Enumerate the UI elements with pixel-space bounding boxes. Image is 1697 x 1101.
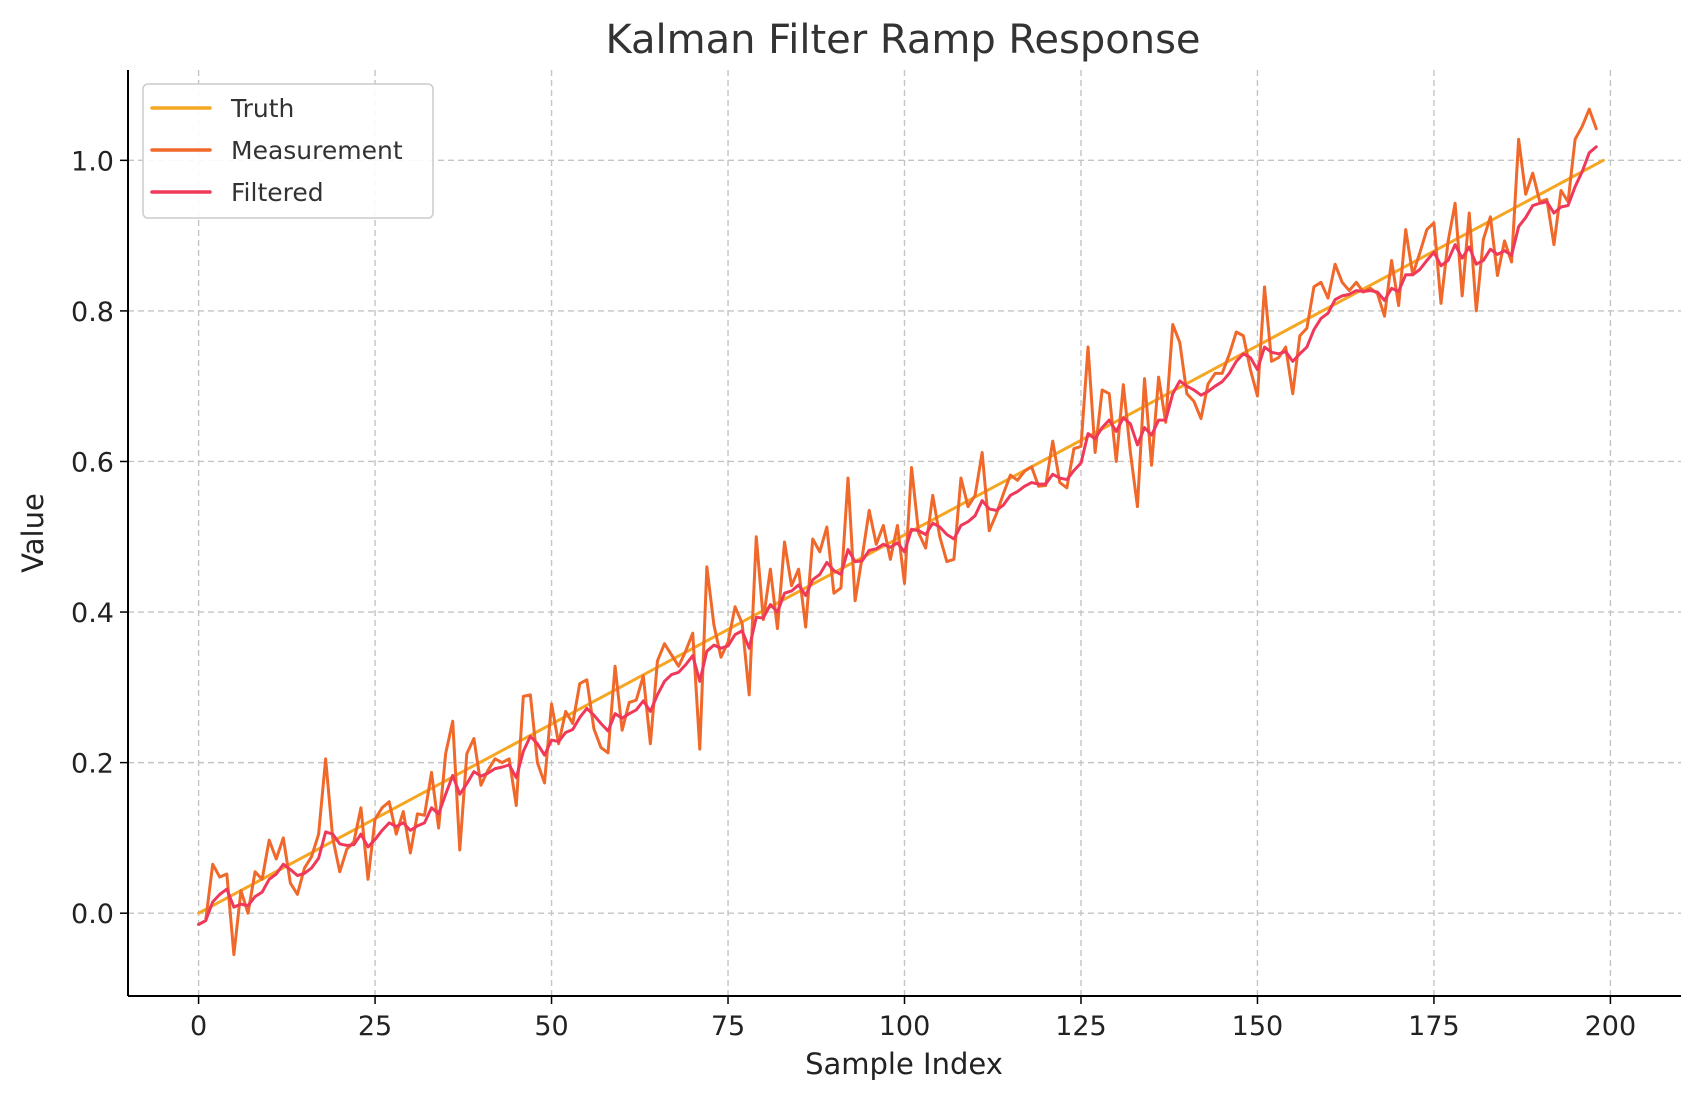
x-axis-ticks: 0 25 50 75 100 125 150 175 200 [190,996,1636,1042]
x-axis-label: Sample Index [805,1047,1003,1081]
x-tick-label: 100 [879,1011,931,1042]
legend-item-truth: Truth [150,94,294,123]
y-axis-ticks: 0.0 0.2 0.4 0.6 0.8 1.0 [71,146,128,930]
x-tick-label: 75 [711,1011,745,1042]
legend-label: Truth [230,94,294,123]
y-tick-label: 1.0 [71,146,114,177]
y-gridlines [128,159,1681,914]
x-tick-label: 0 [190,1011,207,1042]
legend-item-filtered: Filtered [150,178,324,207]
filtered-series-line [197,145,1598,926]
x-tick-label: 150 [1232,1011,1284,1042]
x-tick-label: 200 [1585,1011,1637,1042]
y-tick-label: 0.8 [71,297,114,328]
legend: Truth Measurement Filtered [142,83,434,219]
y-tick-label: 0.4 [71,598,114,629]
legend-label: Filtered [231,178,324,207]
legend-item-measurement: Measurement [150,136,403,165]
y-axis-label: Value [16,493,50,573]
y-tick-label: 0.2 [71,749,114,780]
x-tick-label: 125 [1055,1011,1107,1042]
y-tick-label: 0.0 [71,899,114,930]
x-tick-label: 25 [358,1011,392,1042]
legend-label: Measurement [231,136,403,165]
series-layer [197,107,1605,957]
x-gridlines [197,70,1612,996]
chart-title: Kalman Filter Ramp Response [605,17,1200,63]
x-tick-label: 175 [1408,1011,1460,1042]
y-tick-label: 0.6 [71,447,114,478]
x-tick-label: 50 [534,1011,568,1042]
legend-frame [142,83,434,219]
